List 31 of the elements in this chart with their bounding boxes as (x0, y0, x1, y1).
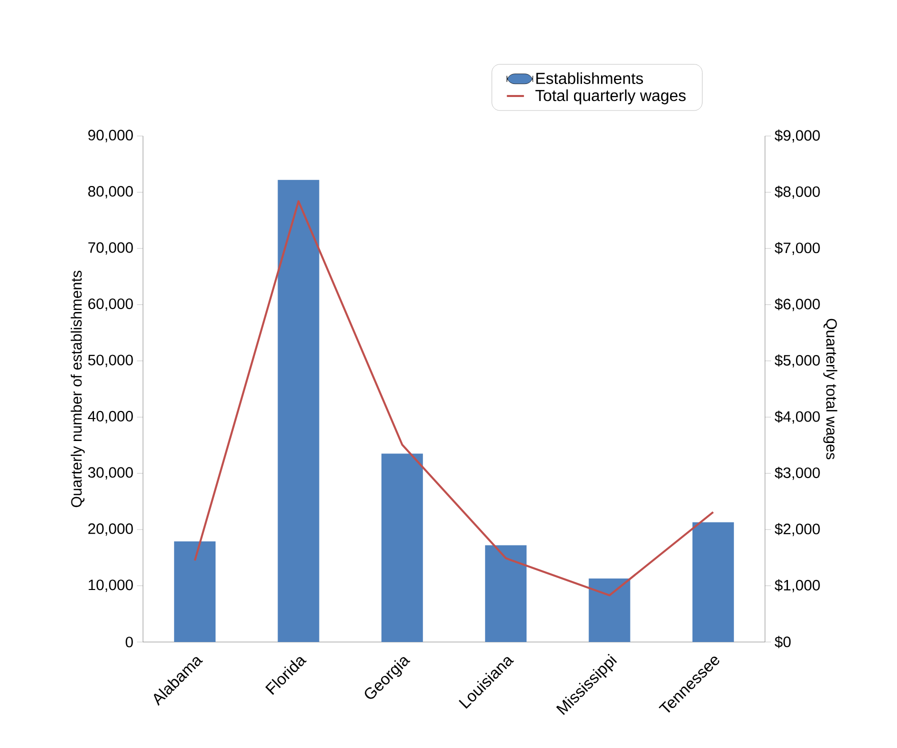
y-tick-label: 60,000 (88, 298, 133, 311)
y-tick-label: 50,000 (88, 354, 133, 368)
y2-tick-label: $6,000 (774, 298, 820, 312)
bar (278, 180, 320, 642)
y-tick-label: 20,000 (88, 523, 133, 536)
y-tick-label: 80,000 (88, 186, 133, 198)
legend-label: Establishments (536, 72, 643, 84)
y2-tick-label: $7,000 (774, 242, 820, 255)
y2-tick-label: $0 (774, 636, 791, 648)
bar (692, 522, 734, 642)
y2-tick-label: $1,000 (774, 579, 820, 592)
y-tick-label: 30,000 (88, 467, 133, 480)
y-tick-label: 90,000 (88, 130, 133, 142)
y2-tick-label: $3,000 (774, 466, 820, 480)
y-axis-title: Quarterly number of establishments (70, 270, 85, 508)
y2-tick-label: $8,000 (774, 186, 820, 199)
y2-tick-label: $4,000 (774, 410, 820, 424)
line-series (194, 200, 714, 596)
bar (485, 545, 527, 642)
y-tick-label: 40,000 (88, 410, 133, 424)
y2-tick-label: $9,000 (774, 129, 820, 143)
bar (588, 578, 630, 642)
y-tick-label: 10,000 (88, 580, 133, 592)
bar (381, 454, 423, 642)
y2-tick-label: $2,000 (774, 523, 820, 536)
y2-tick-label: $5,000 (774, 354, 820, 368)
y-tick-label: 0 (126, 636, 133, 648)
bar (174, 541, 216, 642)
y2-axis-title: Quarterly total wages (823, 318, 838, 460)
legend-label: Total quarterly wages (535, 89, 686, 104)
y-tick-label: 70,000 (88, 242, 133, 255)
